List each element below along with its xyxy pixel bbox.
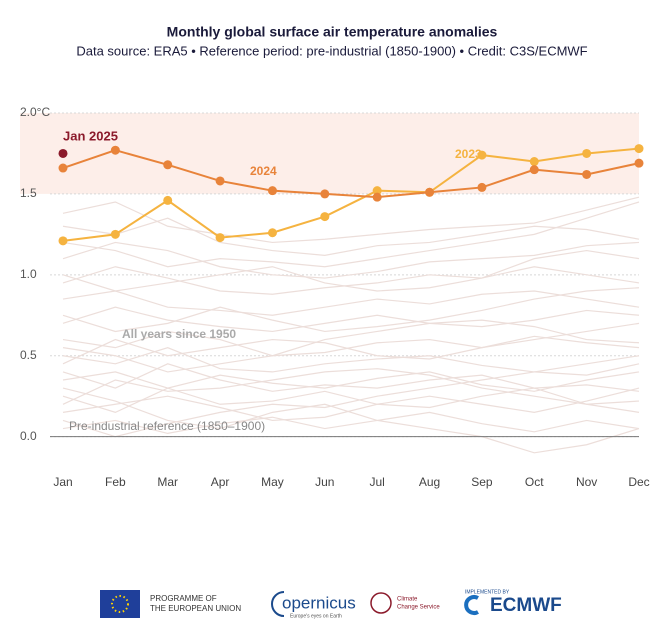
background-line — [62, 306, 640, 333]
series-point — [58, 236, 68, 246]
series-point — [267, 228, 277, 238]
x-tick-label: Oct — [525, 475, 544, 489]
background-line — [62, 287, 640, 333]
background-line — [62, 368, 640, 413]
series-point — [477, 182, 487, 192]
series-point — [163, 160, 173, 170]
x-tick-label: Sep — [471, 475, 493, 489]
series-point — [372, 192, 382, 202]
series-label: 2023 — [455, 147, 482, 161]
series-point — [58, 163, 68, 173]
copernicus-c — [271, 591, 285, 617]
background-line — [62, 196, 640, 244]
series-point — [110, 229, 120, 239]
background-line — [62, 241, 640, 279]
series-point — [372, 186, 382, 196]
annotation: All years since 1950 — [122, 327, 236, 341]
background-line — [62, 363, 640, 392]
y-tick-label: 2.0°C — [20, 105, 50, 119]
y-tick-label: 0.5 — [20, 348, 37, 362]
x-tick-label: Jan — [53, 475, 72, 489]
footer-text: PROGRAMME OF — [150, 594, 217, 603]
background-line — [62, 201, 640, 268]
ecmwf-icon — [464, 595, 479, 615]
series-point — [320, 212, 330, 222]
background-line — [62, 355, 640, 438]
x-tick-label: Feb — [105, 475, 126, 489]
background-line — [62, 249, 640, 292]
plot-area: 0.0 0.5 1.0 1.5 2.0°C All years since 1950 Pre… — [20, 105, 650, 489]
series-point — [110, 145, 120, 155]
c3s-icon — [370, 592, 392, 614]
series-point — [477, 150, 487, 160]
footer-text: IMPLEMENTED BY — [465, 589, 510, 595]
series-point — [267, 186, 277, 196]
series-point — [529, 157, 539, 167]
background-line — [62, 319, 640, 373]
series-point — [582, 169, 592, 179]
footer-text: Change Service — [397, 605, 440, 611]
y-tick-label: 1.5 — [20, 186, 37, 200]
eu-stars — [111, 595, 129, 613]
background-line — [62, 387, 640, 414]
series-point — [634, 144, 644, 154]
shaded-band — [20, 113, 639, 194]
background-line — [62, 387, 640, 422]
x-tick-label: Dec — [628, 475, 649, 489]
background-line — [62, 322, 640, 365]
x-tick-label: Jul — [370, 475, 385, 489]
chart-title: Monthly global surface air temperature a… — [167, 24, 498, 40]
footer-text: THE EUROPEAN UNION — [150, 604, 241, 613]
series-point — [582, 148, 592, 158]
footer-logos: PROGRAMME OF THE EUROPEAN UNION opernicu… — [100, 589, 562, 619]
series-line — [62, 149, 640, 199]
x-tick-label: Jun — [315, 475, 334, 489]
series-point — [425, 187, 435, 197]
background-line — [62, 371, 640, 392]
series-point — [529, 165, 539, 175]
footer-text: ECMWF — [490, 595, 562, 616]
footer-text: Climate — [397, 597, 418, 603]
background-line — [62, 266, 640, 295]
background-line — [62, 330, 640, 357]
x-tick-label: May — [261, 475, 284, 489]
chart-subtitle: Data source: ERA5 • Reference period: pr… — [76, 43, 587, 58]
series-line — [62, 147, 640, 242]
footer-text: Europe's eyes on Earth — [290, 613, 342, 619]
x-tick-label: Nov — [576, 475, 597, 489]
x-tick-label: Aug — [419, 475, 440, 489]
series-point — [163, 195, 173, 205]
background-line — [62, 290, 640, 316]
annotation: Pre-industrial reference (1850–1900) — [69, 419, 265, 433]
series-point — [215, 233, 225, 243]
background-line — [62, 411, 640, 435]
series-point — [634, 158, 644, 168]
background-line — [62, 347, 640, 376]
series-point — [320, 189, 330, 199]
footer-text: opernicus — [282, 593, 356, 612]
y-tick-label: 1.0 — [20, 267, 37, 281]
series-label: 2024 — [250, 164, 277, 178]
x-tick-label: Apr — [211, 475, 230, 489]
series-label: Jan 2025 — [63, 128, 118, 143]
series-point — [58, 148, 68, 158]
background-line — [62, 217, 640, 257]
background-line — [62, 387, 640, 454]
eu-flag — [100, 590, 140, 618]
series-point — [215, 176, 225, 186]
y-tick-label: 0.0 — [20, 429, 37, 443]
x-tick-label: Mar — [157, 475, 178, 489]
